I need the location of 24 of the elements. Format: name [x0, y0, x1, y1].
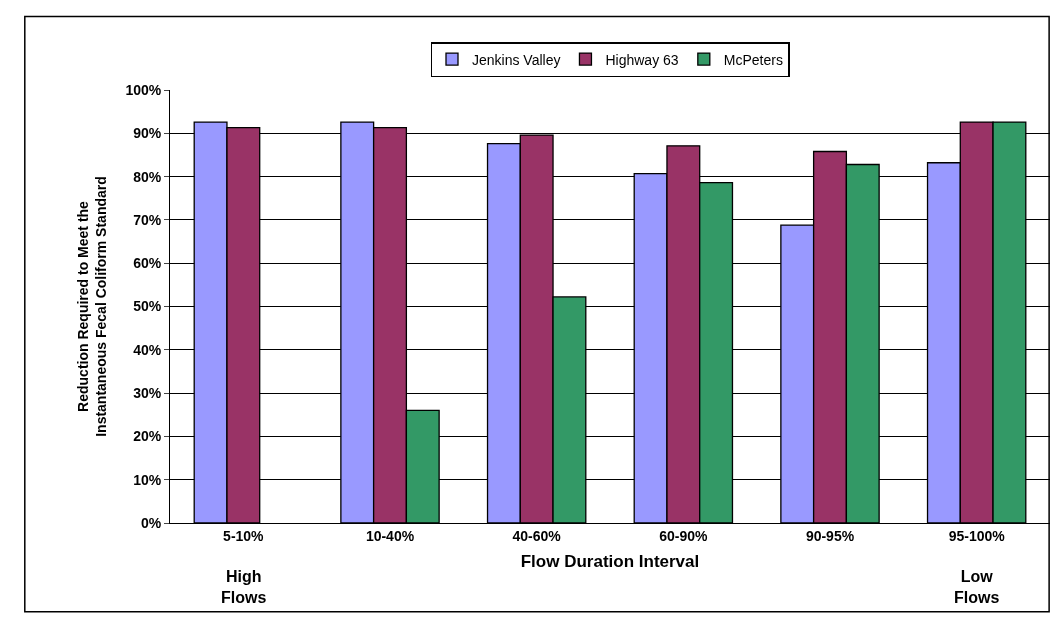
y-tick-label: 90% — [133, 125, 162, 142]
y-tick-label: 50% — [133, 298, 162, 315]
y-tick-label: 20% — [133, 428, 162, 445]
y-tick-label: 40% — [133, 341, 162, 358]
y-tick-label: 70% — [133, 211, 162, 228]
legend-label: McPeters — [723, 51, 783, 68]
x-tick-label: 90-95% — [805, 527, 855, 544]
y-tick-label: 60% — [133, 255, 162, 272]
y-axis-title: Reduction Required to Meet the Instantaneous Fecal Coliform Standard — [74, 176, 109, 437]
y-tick-label: 0% — [140, 514, 162, 531]
x-tick-label: 60-90% — [659, 527, 708, 544]
legend-label: Highway 63 — [605, 51, 679, 68]
text: Low Flows — [954, 568, 1000, 606]
y-tick-label: 30% — [133, 385, 162, 401]
y-tick-label: 80% — [133, 168, 162, 185]
x-tick-label: 10-40% — [365, 527, 415, 544]
x-tick-label: 40-60% — [512, 527, 562, 544]
legend-label: Jenkins Valley — [472, 51, 561, 68]
y-tick-label: 10% — [133, 471, 162, 488]
x-tick-label: 95-100% — [948, 527, 1006, 544]
x-tick-label: 5-10% — [223, 527, 265, 544]
x-axis-title: Flow Duration Interval — [520, 552, 700, 572]
y-tick-label: 100% — [125, 81, 162, 98]
text: High Flows — [221, 568, 267, 606]
